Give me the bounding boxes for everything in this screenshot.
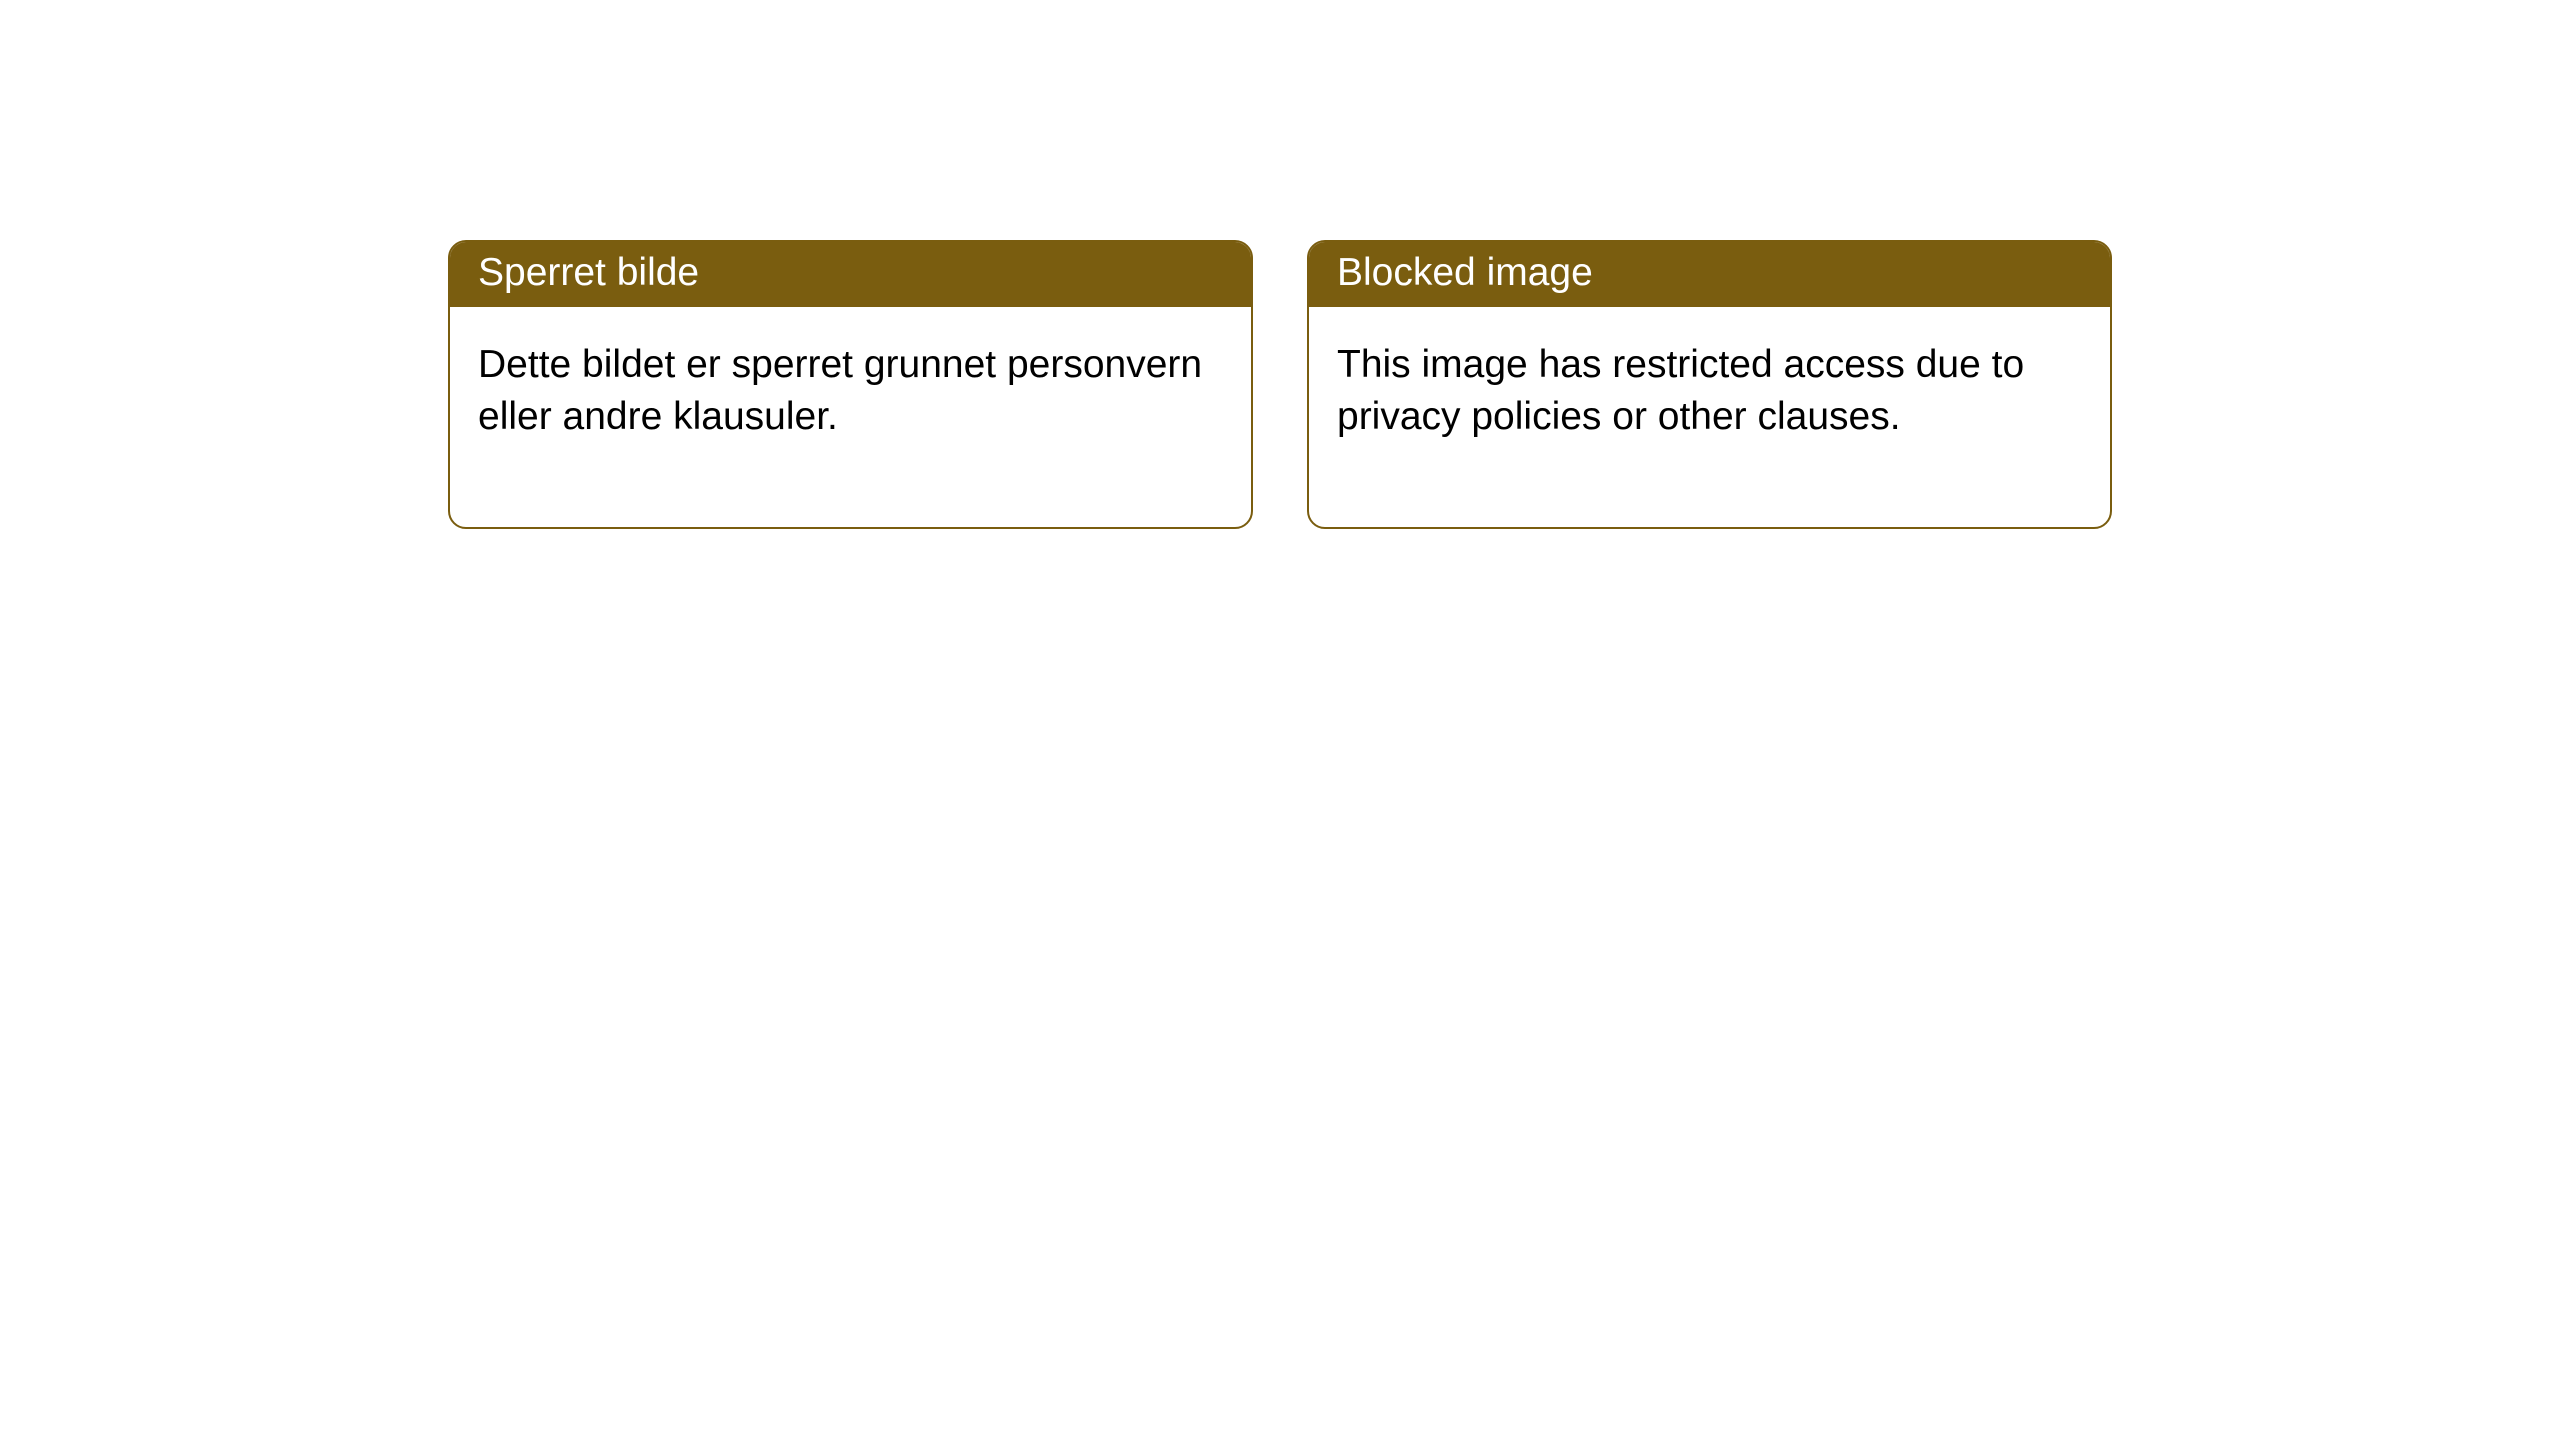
notice-card-english: Blocked image This image has restricted … [1307, 240, 2112, 529]
notice-body-english: This image has restricted access due to … [1309, 307, 2110, 527]
notice-title-english: Blocked image [1309, 242, 2110, 307]
notice-body-norwegian: Dette bildet er sperret grunnet personve… [450, 307, 1251, 527]
notice-card-norwegian: Sperret bilde Dette bildet er sperret gr… [448, 240, 1253, 529]
notice-container: Sperret bilde Dette bildet er sperret gr… [0, 0, 2560, 529]
notice-title-norwegian: Sperret bilde [450, 242, 1251, 307]
